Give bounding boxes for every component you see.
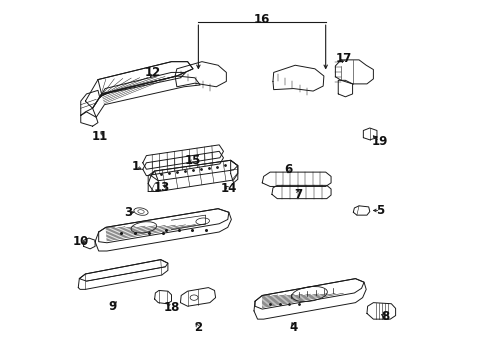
Text: 1: 1 [131, 160, 140, 173]
Text: 6: 6 [284, 163, 292, 176]
Text: 18: 18 [163, 301, 180, 314]
Text: 11: 11 [92, 130, 108, 144]
Text: 7: 7 [294, 188, 302, 201]
Text: 17: 17 [336, 51, 352, 64]
Text: 9: 9 [108, 300, 117, 313]
Text: 15: 15 [185, 154, 201, 167]
Text: 5: 5 [376, 204, 385, 217]
Text: 4: 4 [289, 320, 297, 333]
Text: 12: 12 [145, 66, 161, 79]
Text: 19: 19 [371, 135, 388, 148]
Text: 10: 10 [73, 235, 89, 248]
Text: 16: 16 [254, 13, 270, 26]
Text: 14: 14 [220, 183, 237, 195]
Text: 13: 13 [154, 181, 170, 194]
Text: 2: 2 [195, 321, 202, 334]
Text: 8: 8 [381, 310, 390, 324]
Text: 3: 3 [124, 207, 132, 220]
